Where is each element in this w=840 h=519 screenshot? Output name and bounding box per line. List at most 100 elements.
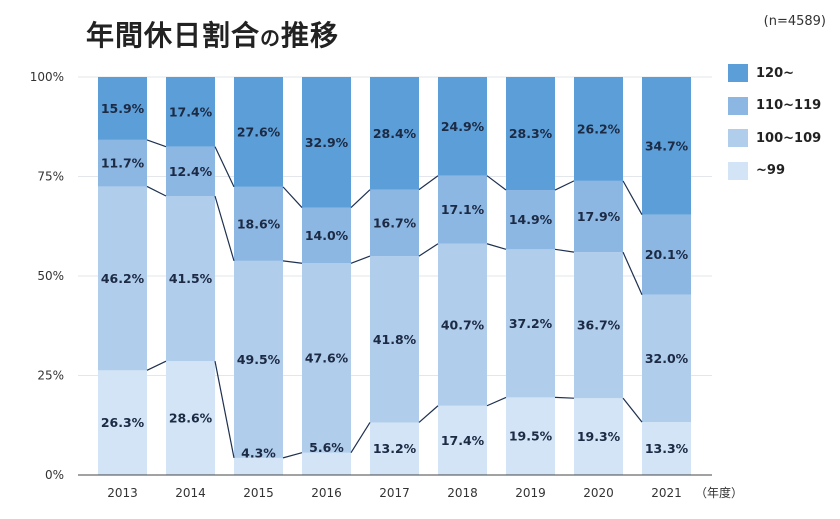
legend-item: 100~109 — [728, 129, 821, 147]
x-tick-label: 2021 — [651, 486, 682, 500]
connector-line — [622, 251, 643, 295]
data-label: 37.2% — [509, 316, 553, 331]
data-label: 17.4% — [169, 104, 213, 119]
data-label: 13.2% — [373, 441, 417, 456]
bar-segment — [98, 139, 147, 187]
data-label: 46.2% — [101, 271, 145, 286]
legend-label: ~99 — [756, 163, 785, 178]
x-axis-unit-label: （年度） — [695, 485, 743, 500]
connector-line — [554, 396, 575, 399]
legend-item: 110~119 — [728, 96, 822, 115]
data-label: 17.1% — [441, 202, 485, 217]
bar-segment — [574, 77, 623, 181]
connector-line — [350, 422, 371, 454]
data-label: 19.3% — [577, 429, 621, 444]
bar-segment — [166, 77, 215, 147]
data-label: 18.6% — [237, 216, 281, 231]
chart-title-particle: の — [260, 26, 282, 50]
x-tick-label: 2014 — [175, 486, 206, 500]
bar-segment — [574, 252, 623, 399]
y-tick-label: 100% — [30, 70, 64, 84]
bar-segment — [438, 77, 487, 176]
y-tick-label: 75% — [37, 170, 64, 184]
data-label: 17.4% — [441, 433, 485, 448]
bar-segment — [506, 249, 555, 398]
bar-segment — [642, 294, 691, 423]
bar-segment — [642, 77, 691, 215]
x-tick-label: 2017 — [379, 486, 410, 500]
data-label: 14.0% — [305, 228, 349, 243]
data-label: 41.5% — [169, 271, 213, 286]
data-label: 47.6% — [305, 350, 349, 365]
data-label: 13.3% — [645, 441, 689, 456]
x-tick-label: 2015 — [243, 486, 274, 500]
connector-line — [418, 175, 439, 191]
chart-legend: 120~ 110~119 100~109 ~99 — [728, 64, 821, 194]
connector-line — [146, 185, 167, 197]
legend-item: 120~ — [728, 64, 821, 82]
x-tick-label: 2020 — [583, 486, 614, 500]
bar-segment — [302, 207, 351, 264]
data-label: 32.9% — [305, 135, 349, 150]
chart-title: 年間休日割合の推移 — [86, 14, 339, 54]
connector-line — [554, 180, 575, 191]
bar-segment — [642, 422, 691, 475]
connector-line — [554, 248, 575, 253]
bar-segment — [302, 263, 351, 453]
connector-line — [486, 243, 507, 250]
data-label: 49.5% — [237, 352, 281, 367]
data-label: 28.4% — [373, 126, 417, 141]
connector-line — [418, 243, 439, 257]
data-label: 14.9% — [509, 212, 553, 227]
bar-segment — [166, 146, 215, 197]
bar-segment — [234, 186, 283, 261]
bar-segment — [302, 77, 351, 208]
data-label: 17.9% — [577, 209, 621, 224]
y-tick-label: 50% — [37, 269, 64, 283]
data-label: 12.4% — [169, 164, 213, 179]
bar-segment — [98, 186, 147, 371]
bar-segment — [98, 370, 147, 475]
x-tick-label: 2013 — [107, 486, 138, 500]
bar-segment — [642, 214, 691, 295]
connector-line — [622, 180, 643, 216]
bar-segment — [574, 180, 623, 253]
connector-line — [282, 260, 303, 264]
bar-segment — [574, 398, 623, 475]
bar-segment — [438, 405, 487, 475]
data-label: 5.6% — [309, 440, 344, 455]
data-label: 16.7% — [373, 215, 417, 230]
bar-segment — [370, 422, 419, 475]
data-label: 36.7% — [577, 318, 621, 333]
y-tick-label: 25% — [37, 369, 64, 383]
data-label: 20.1% — [645, 247, 689, 262]
data-label: 11.7% — [101, 156, 145, 171]
bar-segment — [506, 190, 555, 250]
bar-segment — [506, 397, 555, 475]
bar-segment — [506, 77, 555, 191]
connector-line — [486, 175, 507, 191]
bar-segment — [234, 260, 283, 458]
chart-title-main: 年間休日割合 — [86, 19, 261, 52]
data-label: 32.0% — [645, 351, 689, 366]
data-label: 34.7% — [645, 138, 689, 153]
bar-segment — [166, 361, 215, 475]
legend-label: 110~119 — [756, 98, 822, 113]
connector-line — [214, 361, 235, 459]
bar-segment — [438, 243, 487, 406]
bar-segment — [98, 77, 147, 140]
bar-segment — [302, 452, 351, 475]
data-label: 26.3% — [101, 415, 145, 430]
data-label: 41.8% — [373, 332, 417, 347]
legend-label: 100~109 — [756, 130, 822, 146]
data-label: 19.5% — [509, 429, 553, 444]
connector-line — [350, 255, 371, 264]
bar-segment — [234, 457, 283, 475]
bar-segment — [234, 77, 283, 187]
data-label: 40.7% — [441, 317, 485, 332]
x-tick-label: 2018 — [447, 486, 478, 500]
legend-label: 120~ — [756, 65, 795, 81]
data-label: 4.3% — [241, 445, 276, 460]
bar-segment — [370, 256, 419, 423]
